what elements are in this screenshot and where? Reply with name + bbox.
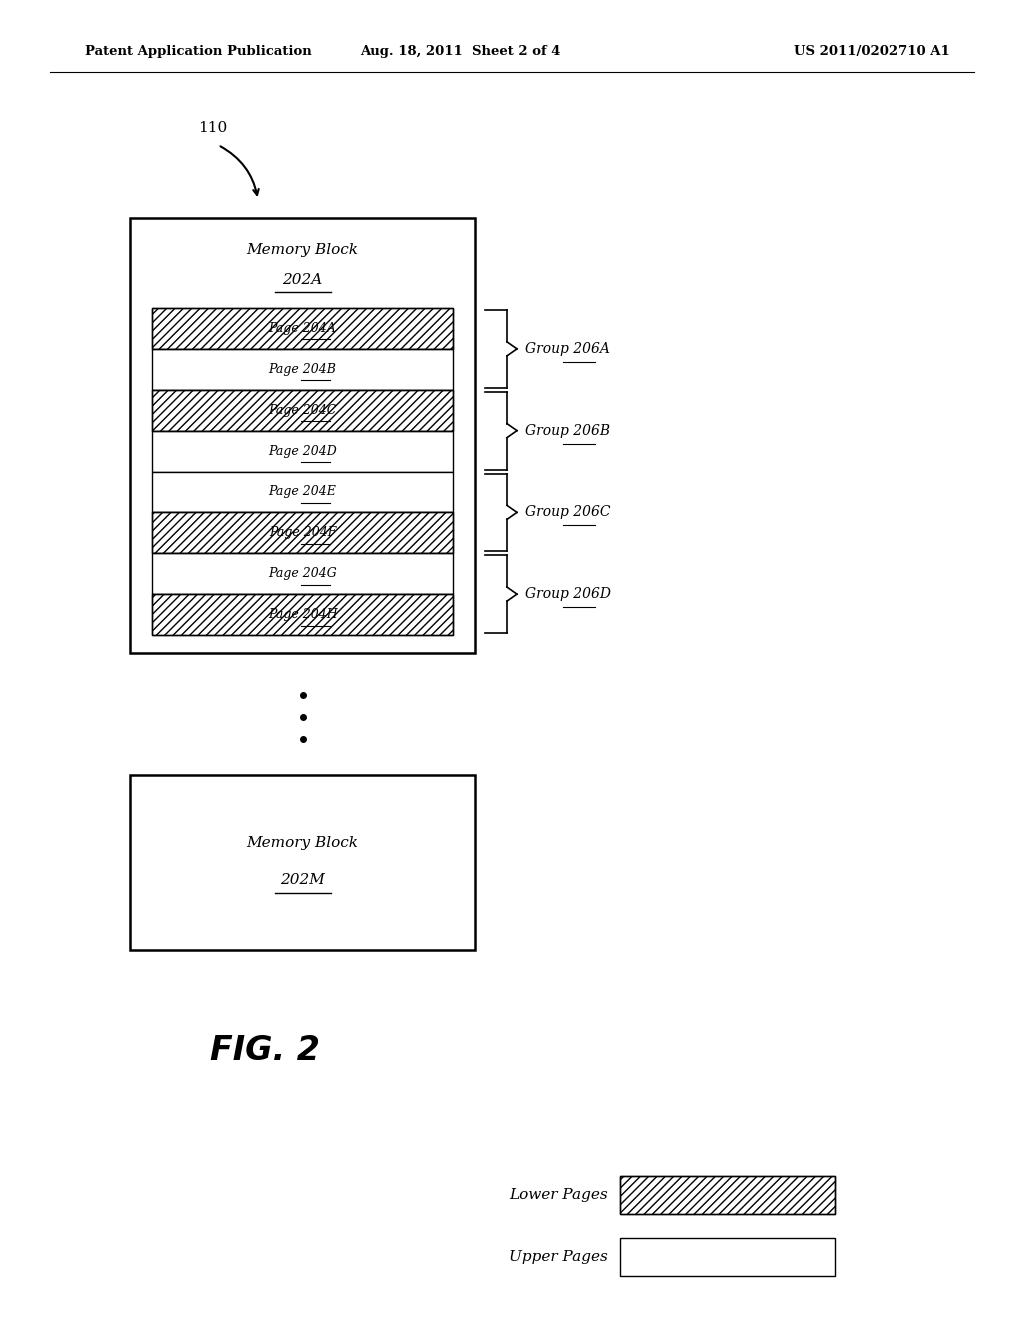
Bar: [152, 389, 453, 430]
Text: Page 204H: Page 204H: [267, 609, 337, 622]
Text: Page 204F: Page 204F: [269, 527, 336, 540]
Bar: [152, 512, 453, 553]
Text: 110: 110: [198, 121, 227, 135]
Text: Page 204G: Page 204G: [268, 568, 337, 581]
Text: Memory Block: Memory Block: [247, 836, 358, 850]
Bar: [152, 512, 453, 553]
Text: US 2011/0202710 A1: US 2011/0202710 A1: [795, 45, 950, 58]
Bar: [152, 430, 453, 471]
Bar: [152, 594, 453, 635]
Bar: [620, 1238, 835, 1276]
Text: FIG. 2: FIG. 2: [210, 1034, 319, 1067]
Bar: [620, 1176, 835, 1214]
Text: Memory Block: Memory Block: [247, 243, 358, 257]
Text: Lower Pages: Lower Pages: [509, 1188, 608, 1203]
Text: Group 206C: Group 206C: [525, 506, 610, 519]
Text: Group 206A: Group 206A: [525, 342, 610, 356]
Text: 202M: 202M: [280, 874, 325, 887]
Text: Patent Application Publication: Patent Application Publication: [85, 45, 311, 58]
Bar: [152, 308, 453, 348]
Text: 202A: 202A: [283, 273, 323, 286]
Text: Page 204A: Page 204A: [268, 322, 336, 335]
Text: Page 204E: Page 204E: [268, 486, 337, 499]
Bar: [152, 389, 453, 430]
Text: Group 206B: Group 206B: [525, 424, 610, 438]
Bar: [152, 308, 453, 348]
Text: Page 204B: Page 204B: [268, 363, 337, 376]
Bar: [152, 553, 453, 594]
Text: Aug. 18, 2011  Sheet 2 of 4: Aug. 18, 2011 Sheet 2 of 4: [359, 45, 560, 58]
Text: Page 204D: Page 204D: [268, 445, 337, 458]
Text: Upper Pages: Upper Pages: [509, 1250, 608, 1265]
Bar: [130, 218, 475, 653]
Text: Group 206D: Group 206D: [525, 587, 611, 601]
Bar: [152, 348, 453, 389]
Bar: [130, 775, 475, 950]
Bar: [152, 594, 453, 635]
Text: Page 204C: Page 204C: [268, 404, 337, 417]
Bar: [620, 1176, 835, 1214]
Bar: [152, 471, 453, 512]
